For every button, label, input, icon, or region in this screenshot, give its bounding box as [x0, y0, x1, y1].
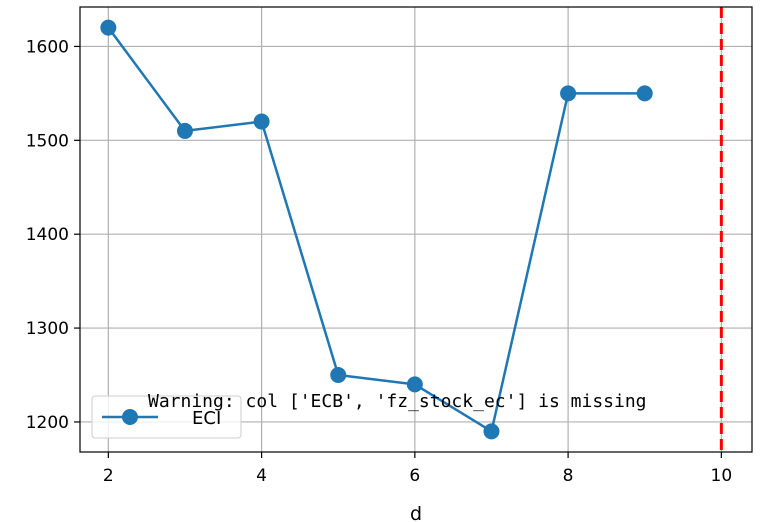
- x-tick-label: 4: [256, 466, 267, 486]
- data-point: [176, 122, 193, 139]
- series-line: [107, 26, 645, 433]
- data-point: [330, 367, 347, 384]
- plot-frame: [79, 6, 753, 453]
- series-layer: [100, 19, 653, 440]
- warning-annotation: Warning: col ['ECB', 'fz_stock_ec'] is m…: [148, 391, 647, 412]
- axis-ticks: 2 4 6 8 10 1200 1300 1400 1500 1600: [26, 37, 732, 486]
- data-point: [483, 423, 500, 440]
- data-point: [253, 113, 270, 130]
- x-axis-label: d: [410, 503, 422, 522]
- legend-box: [91, 395, 242, 439]
- data-point: [406, 376, 423, 393]
- y-tick-label: 1200: [26, 413, 69, 433]
- x-tick-label: 10: [711, 466, 733, 486]
- data-point: [100, 19, 117, 36]
- x-tick-label: 6: [409, 466, 420, 486]
- y-tick-label: 1500: [26, 131, 69, 151]
- data-point: [560, 85, 577, 102]
- legend: ECI: [91, 395, 242, 439]
- x-tick-label: 2: [103, 466, 114, 486]
- data-point: [636, 85, 653, 102]
- legend-dot-marker: [122, 409, 138, 425]
- y-tick-label: 1300: [26, 319, 69, 339]
- y-tick-label: 1600: [26, 37, 69, 57]
- legend-label-eci: ECI: [192, 408, 221, 429]
- y-tick-label: 1400: [26, 225, 69, 245]
- x-tick-label: 8: [563, 466, 574, 486]
